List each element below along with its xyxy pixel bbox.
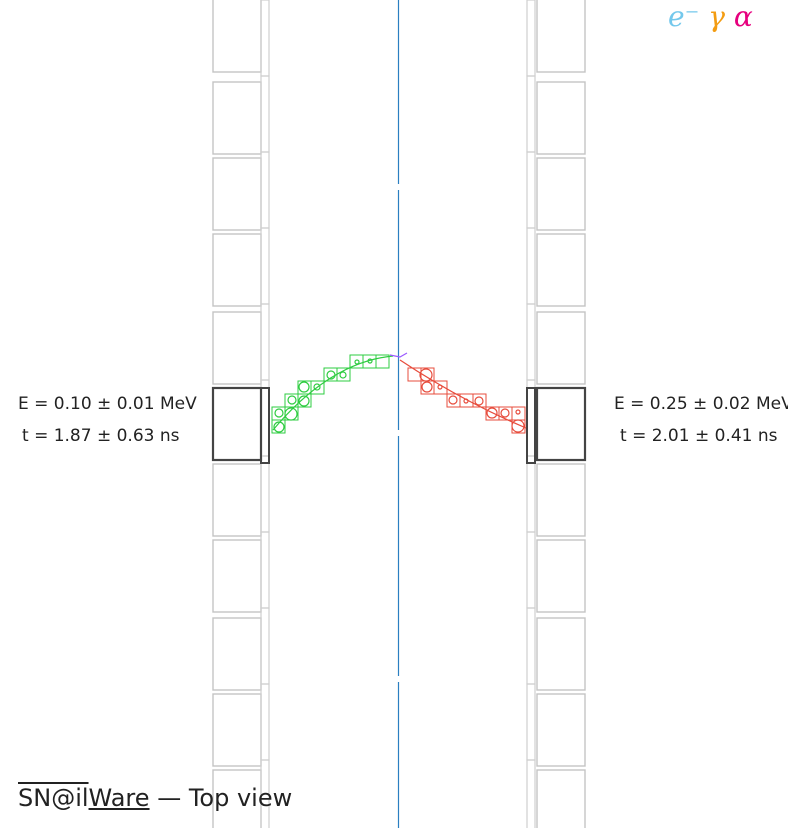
left-calo-block — [211, 386, 263, 462]
right-veto-strip — [526, 455, 536, 533]
right-drift-radius — [515, 409, 521, 415]
left-veto-strip — [260, 75, 270, 153]
right-veto-strip — [526, 0, 536, 77]
left-veto-strip — [260, 379, 270, 457]
left-calo-block — [212, 157, 262, 231]
view-name: Top view — [188, 784, 293, 812]
right-veto-strip — [526, 75, 536, 153]
right-tracker-cell — [433, 380, 448, 395]
left-veto-strip — [260, 607, 270, 685]
left-drift-radius — [274, 408, 284, 418]
event-vertex — [389, 352, 408, 358]
legend-electron: e⁻ — [668, 0, 700, 33]
left-veto-strip — [260, 683, 270, 761]
right-drift-radius — [448, 395, 458, 405]
right-calo-block — [535, 386, 587, 462]
right-hit-time: t = 2.01 ± 0.41 ns — [620, 426, 778, 446]
particle-legend: e⁻ γ α — [668, 0, 753, 33]
footer-separator: — — [157, 784, 182, 812]
brand-ware: Ware — [88, 784, 150, 812]
left-hit-strip — [260, 387, 270, 464]
right-drift-radius — [511, 419, 525, 433]
left-calo-block — [212, 233, 262, 307]
left-calorimeter-wall — [211, 0, 270, 828]
left-calo-block — [212, 81, 262, 155]
brand-snail: SN@il — [18, 784, 89, 812]
left-veto-strip — [260, 531, 270, 609]
left-tracker-cell — [271, 419, 286, 434]
left-calo-block — [212, 539, 262, 613]
right-calo-block — [536, 157, 586, 231]
left-veto-strip — [260, 227, 270, 305]
left-calo-block — [212, 463, 262, 537]
left-calo-block — [212, 617, 262, 691]
right-electron-track — [399, 359, 527, 434]
left-veto-strip — [260, 0, 270, 77]
left-hit-energy: E = 0.10 ± 0.01 MeV — [18, 394, 197, 414]
right-drift-radius — [486, 407, 498, 419]
right-veto-strip — [526, 151, 536, 229]
right-veto-strip — [526, 379, 536, 457]
legend-gamma: γ — [708, 0, 725, 33]
right-calo-block — [536, 539, 586, 613]
right-calo-block — [536, 463, 586, 537]
right-veto-strip — [526, 607, 536, 685]
left-drift-radius — [354, 359, 360, 365]
right-track-fit — [399, 359, 527, 429]
left-tracker-cell — [375, 354, 390, 369]
right-calo-block — [536, 769, 586, 828]
app-footer: SN@ilWare — Top view — [18, 784, 292, 812]
legend-alpha: α — [733, 0, 753, 33]
right-veto-strip — [526, 759, 536, 828]
right-hit-strip — [526, 387, 536, 464]
right-calo-block — [536, 0, 586, 73]
right-calo-block — [536, 81, 586, 155]
right-hit-energy: E = 0.25 ± 0.02 MeV — [614, 394, 788, 414]
left-drift-radius — [313, 383, 321, 391]
left-calo-block — [212, 0, 262, 73]
right-tracker-cell — [459, 393, 474, 408]
left-veto-strip — [260, 151, 270, 229]
right-veto-strip — [526, 227, 536, 305]
right-veto-strip — [526, 531, 536, 609]
left-drift-radius — [298, 395, 310, 407]
right-drift-radius — [474, 396, 484, 406]
left-tracker-cell — [349, 354, 364, 369]
left-track-fit — [272, 355, 394, 431]
left-veto-strip — [260, 455, 270, 533]
left-calo-block — [212, 693, 262, 767]
left-drift-radius — [284, 407, 298, 421]
right-drift-radius — [421, 381, 433, 393]
left-drift-radius — [298, 381, 310, 393]
right-drift-radius — [500, 408, 510, 418]
left-hit-time: t = 1.87 ± 0.63 ns — [22, 426, 180, 446]
right-calo-block — [536, 617, 586, 691]
right-drift-radius — [419, 368, 433, 382]
left-veto-strip — [260, 303, 270, 381]
right-veto-strip — [526, 683, 536, 761]
left-drift-radius — [287, 395, 297, 405]
left-electron-track — [271, 354, 394, 434]
left-drift-radius — [273, 421, 285, 433]
left-tracker-cell — [336, 367, 351, 382]
left-veto-strip — [260, 759, 270, 828]
left-calo-block — [212, 311, 262, 385]
left-drift-radius — [339, 371, 347, 379]
right-calo-block — [536, 311, 586, 385]
right-calo-block — [536, 233, 586, 307]
right-veto-strip — [526, 303, 536, 381]
right-calo-block — [536, 693, 586, 767]
vertex-marker — [389, 352, 408, 358]
right-calorimeter-wall — [526, 0, 587, 828]
